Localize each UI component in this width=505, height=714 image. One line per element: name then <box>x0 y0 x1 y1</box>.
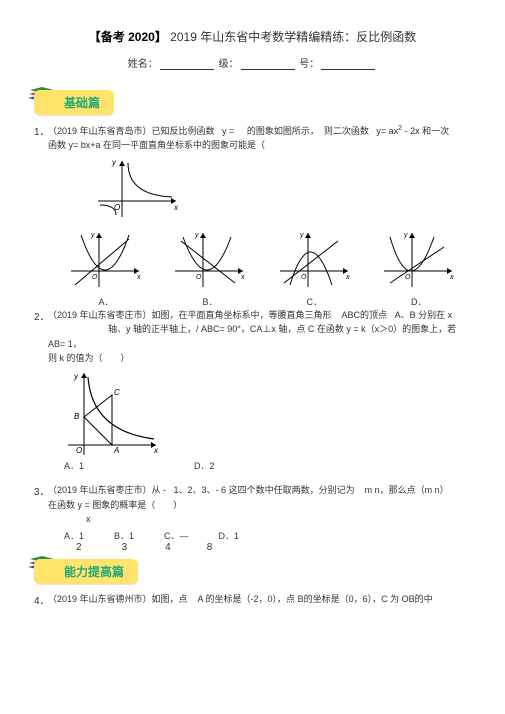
q1-A: A． <box>98 295 113 308</box>
q3-d4: 8 <box>207 542 213 553</box>
svg-text:x: x <box>136 274 141 281</box>
q2-graph: O x y B A C <box>64 367 471 459</box>
section-advanced: 能力提高篇 <box>34 559 138 584</box>
q2-opts: A．1 D．2 <box>64 459 471 472</box>
section-basic: 基础篇 <box>34 90 114 115</box>
q3-C: C．— <box>164 529 189 542</box>
q3-d3: 4 <box>165 542 171 553</box>
q4: 4． （2019 年山东省德州市）如图，点 A 的坐标是（-2，0），点 B的坐… <box>34 592 471 607</box>
q1-l1c: 的图象如图所示， <box>247 126 319 136</box>
q1: 1． （2019 年山东省青岛市）已知反比例函数 y = 的图象如图所示， 则二… <box>34 123 471 153</box>
q1-num: 1． <box>34 123 48 153</box>
q2-l3: 则 k 的值为（ ） <box>48 353 130 363</box>
q3: 3． （2019 年山东省枣庄市）从 - 1、2、3、- 6 这四个数中任取两数… <box>34 483 471 526</box>
q4-num: 4． <box>34 592 48 607</box>
q2-text: （2019 年山东省枣庄市）如图，在平面直角坐标系中，等腰直角三角形 ABC的顶… <box>48 308 471 366</box>
svg-text:x: x <box>449 274 454 281</box>
q3-A: A．1 <box>64 529 84 542</box>
blank-name <box>160 59 214 70</box>
title: 【备考 2020】 2019 年山东省中考数学精编精练：反比例函数 <box>34 28 471 45</box>
q3-text: （2019 年山东省枣庄市）从 - 1、2、3、- 6 这四个数中任取两数，分别… <box>48 483 471 526</box>
q1-choice-labels: A． B． C． D． <box>54 295 471 308</box>
fill-row: 姓名： 级： 号： <box>34 55 471 70</box>
q1-opt-d-graph: x y O <box>380 227 458 293</box>
q3-l1b: 1、2、3、- 6 这四个数中任取两数，分别记为 <box>174 485 355 495</box>
q1-l1b: y = <box>222 126 234 136</box>
svg-text:O: O <box>301 274 307 281</box>
q2: 2． （2019 年山东省枣庄市）如图，在平面直角坐标系中，等腰直角三角形 AB… <box>34 308 471 366</box>
q2-l1a: （2019 年山东省枣庄市）如图，在平面直角坐标系中，等腰直角三角形 <box>48 310 332 320</box>
svg-text:x: x <box>240 274 245 281</box>
label-name: 姓名： <box>128 59 158 70</box>
q3-l1c: m n，那么点（m n） <box>365 485 449 495</box>
svg-text:y: y <box>403 232 408 239</box>
q4-l1: （2019 年山东省德州市）如图，点 <box>48 594 188 604</box>
q1-opt-b-graph: x y O <box>171 227 249 293</box>
q3-l2: 在函数 y = 图象的概率是（ ） <box>48 500 182 510</box>
svg-text:x: x <box>153 446 159 455</box>
svg-text:C: C <box>114 388 120 397</box>
section1-label: 基础篇 <box>34 90 114 115</box>
graph-hyperbola: x y O <box>94 155 184 223</box>
q3-subx: x <box>86 514 91 524</box>
blank-id <box>321 59 375 70</box>
q1-given-graph: x y O <box>94 155 471 223</box>
section2-label: 能力提高篇 <box>34 559 138 584</box>
q1-l1a: （2019 年山东省青岛市）已知反比例函数 <box>48 126 215 136</box>
q2-l1c: A、B 分别在 x <box>395 310 453 320</box>
q1-C: C． <box>306 295 322 308</box>
q3-opts: A．1 B．1 C．— D．1 <box>64 529 471 542</box>
page: 【备考 2020】 2019 年山东省中考数学精编精练：反比例函数 姓名： 级：… <box>0 0 505 714</box>
q1-l1e: y= ax <box>376 126 398 136</box>
label-class: 级： <box>219 59 239 70</box>
q3-l1a: （2019 年山东省枣庄市）从 - <box>48 485 166 495</box>
q3-d2: 3 <box>122 542 128 553</box>
svg-text:B: B <box>74 412 80 421</box>
q1-l1f: - 2x 和一次 <box>405 126 450 136</box>
svg-text:x: x <box>173 203 179 212</box>
svg-text:x: x <box>345 274 350 281</box>
q3-D: D．1 <box>219 529 240 542</box>
blank-class <box>241 59 295 70</box>
svg-text:y: y <box>111 158 117 167</box>
q1-opt-c-graph: x y O <box>276 227 354 293</box>
q3-num: 3． <box>34 483 48 526</box>
q2-num: 2． <box>34 308 48 366</box>
graph-triangle: O x y B A C <box>64 367 164 459</box>
svg-text:O: O <box>114 203 120 212</box>
q3-d1: 2 <box>76 542 82 553</box>
q2-A: A．1 <box>64 459 84 472</box>
q2-D: D．2 <box>194 459 215 472</box>
label-id: 号： <box>299 59 319 70</box>
svg-text:A: A <box>113 446 119 455</box>
q1-l1d: 则二次函数 <box>324 126 369 136</box>
q3-B: B．1 <box>114 529 134 542</box>
svg-text:y: y <box>299 232 304 239</box>
q1-options-row: x y O x y O x y O x y <box>54 227 471 293</box>
title-prefix: 【备考 2020】 <box>89 30 167 44</box>
q3-denoms: 2 3 4 8 <box>76 542 471 553</box>
svg-text:O: O <box>405 274 411 281</box>
svg-text:O: O <box>196 274 202 281</box>
svg-text:y: y <box>73 372 79 381</box>
q1-l2: 函数 y= bx+a 在同一平面直角坐标系中的图象可能是（ <box>48 140 265 150</box>
q4-text: （2019 年山东省德州市）如图，点 A 的坐标是（-2，0），点 B的坐标是（… <box>48 592 471 607</box>
q1-opt-a-graph: x y O <box>67 227 145 293</box>
q1-B: B． <box>202 295 217 308</box>
q4-l1b: A 的坐标是（-2，0），点 B的坐标是（0，6），C 为 OB的中 <box>198 594 433 604</box>
svg-text:O: O <box>92 274 98 281</box>
title-main: 2019 年山东省中考数学精编精练：反比例函数 <box>170 30 416 44</box>
q2-l1b: ABC的顶点 <box>342 310 388 320</box>
q1-text: （2019 年山东省青岛市）已知反比例函数 y = 的图象如图所示， 则二次函数… <box>48 123 471 153</box>
svg-text:y: y <box>194 232 199 239</box>
svg-text:O: O <box>76 446 82 455</box>
q2-l2: 轴、y 轴的正半轴上，/ ABC= 90°，CA⊥x 轴，点 C 在函数 y =… <box>48 324 456 348</box>
svg-text:y: y <box>90 232 95 239</box>
q1-D: D． <box>411 295 427 308</box>
